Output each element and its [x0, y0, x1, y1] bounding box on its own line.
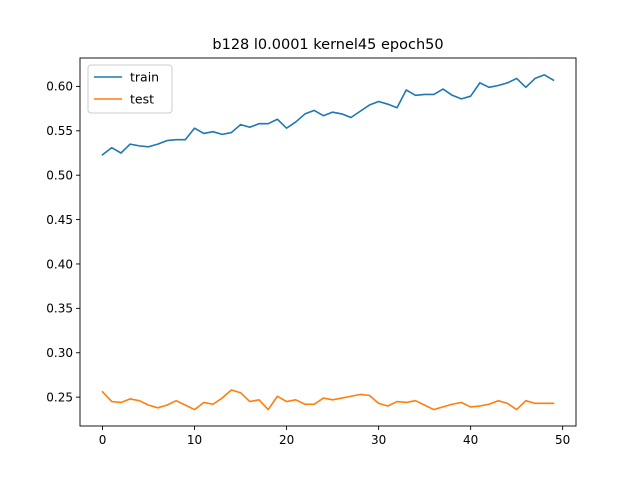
axes-frame [79, 57, 577, 427]
y-tick-label: 0.25 [46, 390, 73, 404]
x-tick-label: 30 [371, 433, 386, 447]
legend-label-train: train [130, 70, 159, 85]
x-tick-label: 20 [279, 433, 294, 447]
plot-area: 0 10 20 30 40 50 0.25 0.30 0.35 0.40 0.45 0.50 0.55 0… [46, 57, 577, 447]
y-tick-label: 0.50 [46, 168, 73, 182]
legend-label-test: test [130, 92, 154, 107]
x-tick-label: 0 [99, 433, 107, 447]
y-tick-label: 0.60 [46, 80, 73, 94]
legend: train test [87, 64, 173, 114]
y-tick-label: 0.35 [46, 302, 73, 316]
y-tick-label: 0.45 [46, 213, 73, 227]
x-tick-label: 50 [555, 433, 570, 447]
series-line-train [101, 74, 555, 156]
y-tick-label: 0.40 [46, 257, 73, 271]
series-line-test [101, 389, 555, 411]
x-tick-label: 40 [463, 433, 478, 447]
chart-title: b128 l0.0001 kernel45 epoch50 [212, 37, 443, 53]
x-tick-label: 10 [187, 433, 202, 447]
y-tick-label: 0.30 [46, 346, 73, 360]
y-tick-label: 0.55 [46, 124, 73, 138]
